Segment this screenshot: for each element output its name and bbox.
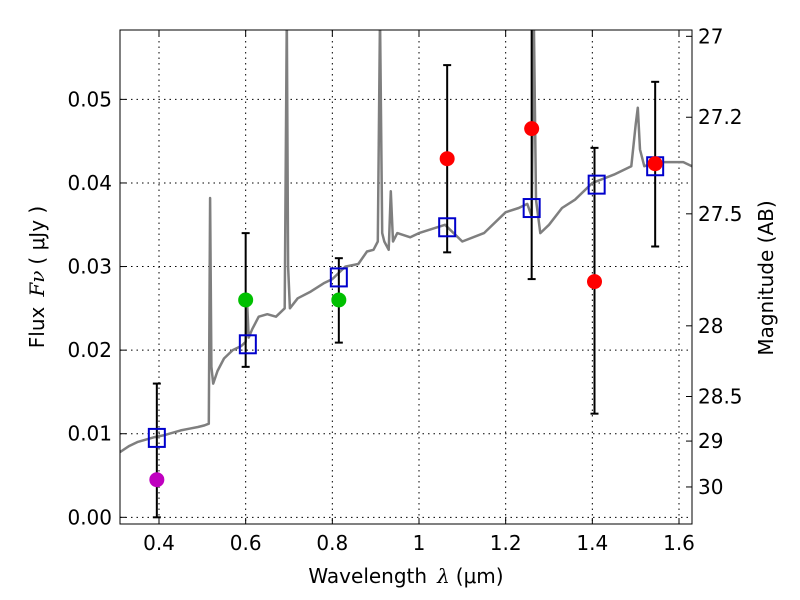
errorbar-layer xyxy=(152,30,660,519)
y2-tick-label: 29 xyxy=(698,429,723,453)
x-tick-label: 0.4 xyxy=(143,531,175,555)
y-tick-label: 0.04 xyxy=(67,171,112,195)
observed-photometry-point xyxy=(587,274,602,290)
right-axis-title: Magnitude (AB) xyxy=(754,200,778,355)
observed-photometry-point xyxy=(524,121,540,137)
model-photometry-square xyxy=(587,174,606,195)
plot-frame xyxy=(119,29,693,525)
model-photometry-square xyxy=(522,198,541,219)
y-tick-label: 0.03 xyxy=(67,255,112,279)
y-axis-title: FluxFν( μJy ) xyxy=(25,206,49,348)
tick-layer: 0.4 0.6 0.8 1 1.2 1.4 1.6 0.00 0.01 0.02 0.03 0.04 0… xyxy=(67,24,742,555)
y-tick-label: 0.02 xyxy=(67,338,112,362)
x-tick-label: 1 xyxy=(413,531,426,555)
x-tick-label: 1.6 xyxy=(663,531,695,555)
model-photometry-square xyxy=(329,267,348,288)
y2-tick-label: 28.5 xyxy=(698,384,743,408)
x-tick-label: 0.8 xyxy=(316,531,348,555)
observed-photometry-point xyxy=(238,292,254,308)
model-photometry-square xyxy=(238,334,257,355)
observed-photometry-point xyxy=(439,151,455,167)
y2-tick-label: 27 xyxy=(698,24,723,48)
y2-tick-label: 28 xyxy=(698,314,723,338)
y-tick-label: 0.05 xyxy=(67,87,112,111)
grid-layer xyxy=(120,30,692,524)
observed-photometry-point xyxy=(149,472,165,488)
model-photometry-square xyxy=(147,427,166,448)
y2-tick-label: 30 xyxy=(698,475,723,499)
y2-tick-label: 27.5 xyxy=(698,202,743,226)
x-tick-label: 1.4 xyxy=(576,531,608,555)
y-tick-label: 0.01 xyxy=(67,422,112,446)
observed-photometry-point xyxy=(647,156,663,172)
spectrum-layer xyxy=(120,30,692,454)
model-photometry-square xyxy=(438,217,457,238)
y-tick-label: 0.00 xyxy=(67,505,112,529)
observed-photometry-point xyxy=(331,292,347,308)
y2-tick-label: 27.2 xyxy=(698,105,743,129)
x-axis-title: Wavelength λ (μm) xyxy=(308,564,503,588)
x-tick-label: 0.6 xyxy=(230,531,262,555)
x-tick-label: 1.2 xyxy=(490,531,522,555)
marker-layer xyxy=(147,121,665,488)
model-spectrum-line xyxy=(120,30,692,454)
